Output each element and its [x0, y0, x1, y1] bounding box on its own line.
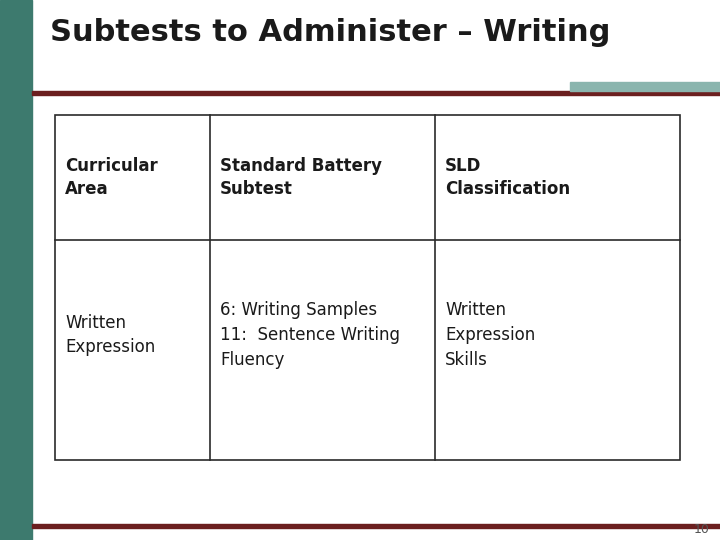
- Text: Standard Battery
Subtest: Standard Battery Subtest: [220, 157, 382, 198]
- Bar: [570, 82, 720, 91]
- Text: SLD
Classification: SLD Classification: [445, 157, 570, 198]
- Bar: [55, 115, 680, 460]
- Text: Curricular
Area: Curricular Area: [65, 157, 158, 198]
- Bar: [32, 524, 720, 528]
- Bar: [32, 91, 720, 95]
- Text: Written
Expression: Written Expression: [65, 314, 156, 356]
- Bar: [0, 0, 32, 540]
- Text: 6: Writing Samples
11:  Sentence Writing
Fluency: 6: Writing Samples 11: Sentence Writing …: [220, 301, 400, 369]
- Text: 10: 10: [694, 523, 710, 536]
- Text: Subtests to Administer – Writing: Subtests to Administer – Writing: [50, 18, 611, 47]
- Text: Written
Expression
Skills: Written Expression Skills: [445, 301, 535, 369]
